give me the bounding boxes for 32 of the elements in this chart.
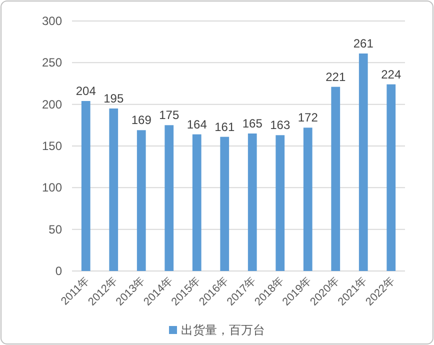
data-label: 164 <box>186 117 208 132</box>
bar <box>109 108 118 271</box>
bar <box>81 101 90 271</box>
bar <box>164 125 174 271</box>
y-tick-label: 250 <box>42 56 62 70</box>
bar <box>276 135 285 271</box>
data-label: 165 <box>242 116 263 130</box>
bar <box>248 134 257 271</box>
bar <box>358 54 368 271</box>
data-label: 261 <box>353 36 374 50</box>
data-label: 204 <box>76 84 96 98</box>
bar <box>220 136 230 271</box>
y-tick-label: 150 <box>42 139 62 153</box>
data-label: 175 <box>159 108 180 122</box>
data-label: 169 <box>131 113 152 128</box>
y-tick-label: 50 <box>48 222 62 236</box>
y-tick-label: 100 <box>42 180 62 195</box>
bar <box>331 86 340 271</box>
data-label: 221 <box>326 70 346 84</box>
y-tick-label: 300 <box>42 14 62 28</box>
bar <box>303 128 312 271</box>
data-label: 161 <box>214 120 235 134</box>
legend-label: 出货量，百万台 <box>181 323 265 337</box>
data-label: 195 <box>104 92 124 106</box>
bar <box>136 130 146 271</box>
y-tick-label: 0 <box>55 264 62 278</box>
data-label: 163 <box>270 118 290 132</box>
y-tick-label: 200 <box>42 97 62 112</box>
data-label: 172 <box>298 110 318 125</box>
data-label: 224 <box>381 67 402 82</box>
bar <box>386 84 396 271</box>
bar <box>192 134 202 271</box>
